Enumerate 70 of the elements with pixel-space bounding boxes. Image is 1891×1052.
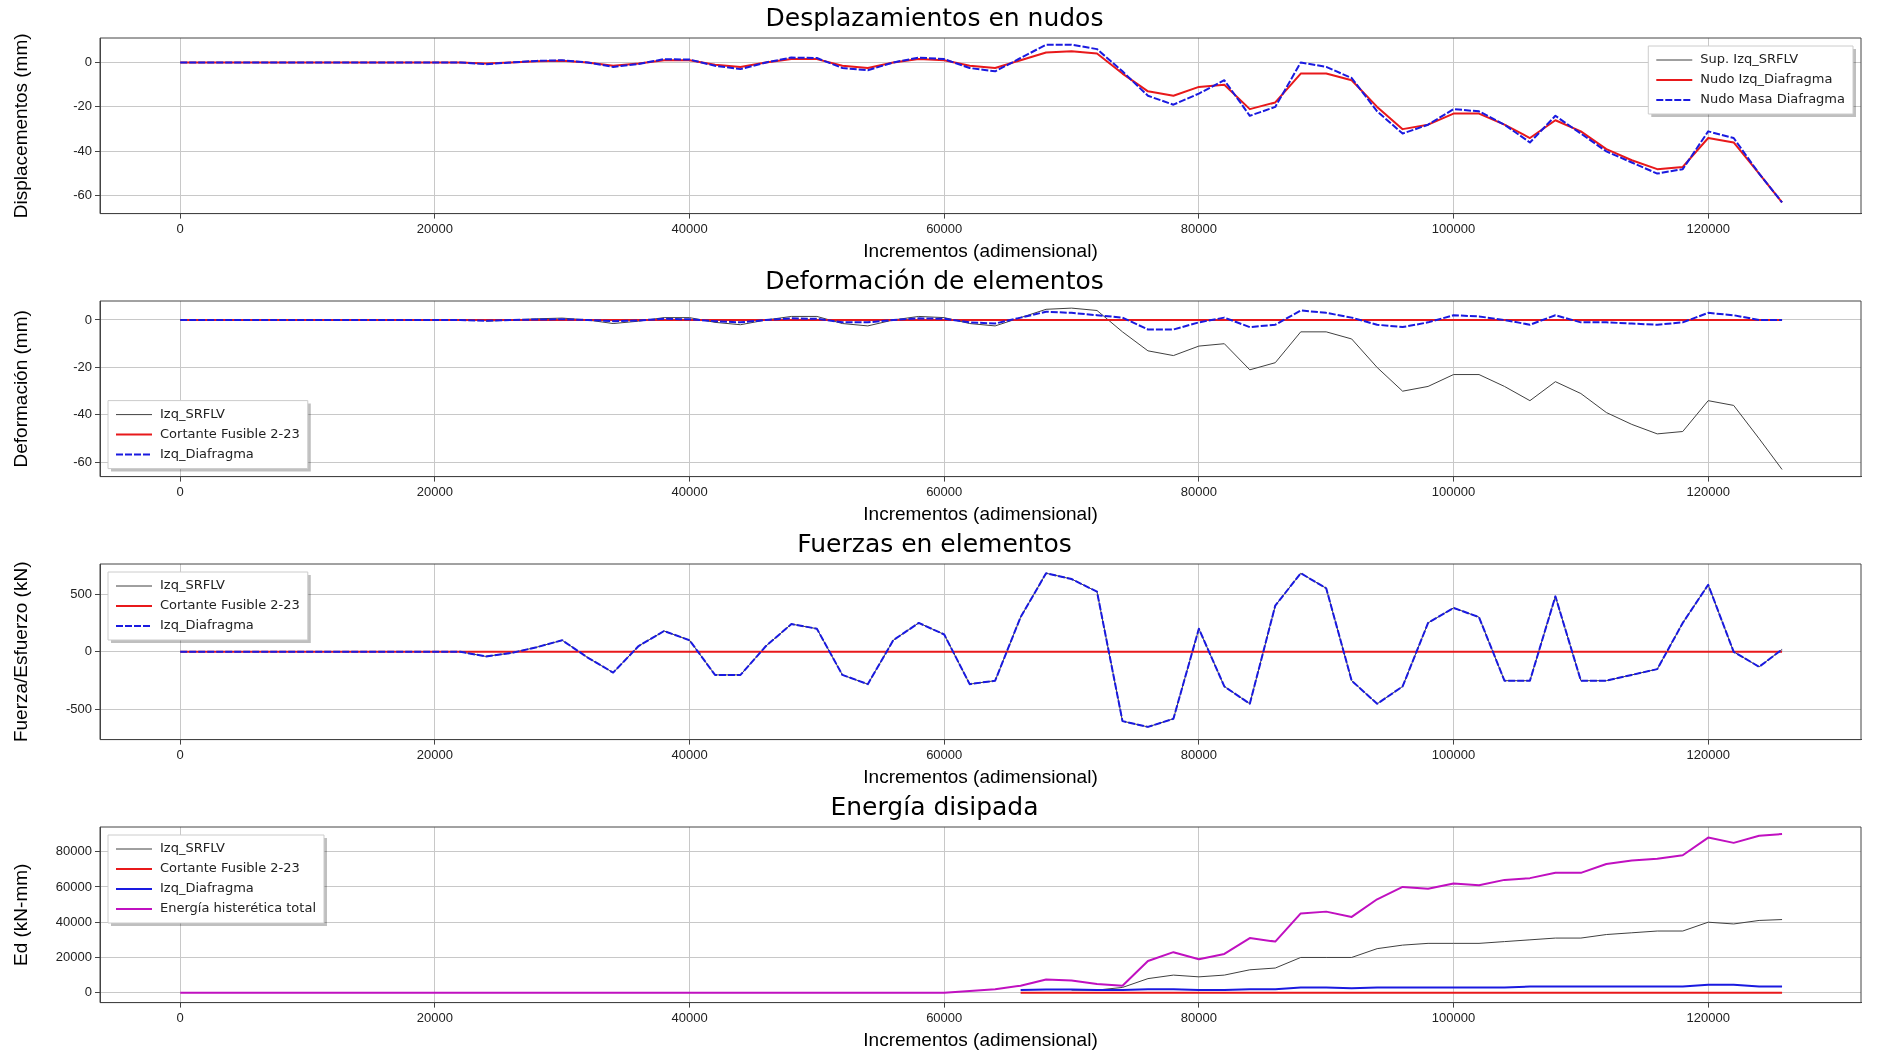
x-tick-label: 40000 bbox=[671, 220, 708, 236]
x-axis-title: Incrementos (adimensional) bbox=[863, 1028, 1098, 1050]
x-tick-label: 100000 bbox=[1431, 483, 1476, 499]
x-axis-title: Incrementos (adimensional) bbox=[863, 502, 1098, 524]
y-tick-label: 80000 bbox=[55, 843, 92, 859]
x-tick-label: 40000 bbox=[671, 1009, 708, 1025]
legend-label: Izq_Diafragma bbox=[160, 880, 254, 896]
chart-title: Energía disipada bbox=[830, 791, 1039, 821]
legend-label: Izq_SRFLV bbox=[160, 577, 225, 593]
x-axis-title: Incrementos (adimensional) bbox=[863, 765, 1098, 787]
legend-label: Izq_SRFLV bbox=[160, 840, 225, 856]
x-tick-label: 120000 bbox=[1686, 220, 1730, 236]
x-tick-label: 100000 bbox=[1431, 746, 1476, 762]
x-tick-label: 120000 bbox=[1686, 746, 1730, 762]
y-tick-label: 20000 bbox=[55, 949, 92, 965]
legend-label: Sup. Izq_SRFLV bbox=[1700, 51, 1799, 67]
y-tick-label: -60 bbox=[73, 187, 92, 203]
x-tick-label: 80000 bbox=[1180, 483, 1217, 499]
x-tick-label: 20000 bbox=[416, 1009, 453, 1025]
x-tick-label: 40000 bbox=[671, 483, 708, 499]
y-tick-label: 60000 bbox=[55, 878, 92, 894]
x-tick-label: 80000 bbox=[1180, 1009, 1217, 1025]
x-tick-label: 0 bbox=[176, 220, 184, 236]
y-tick-label: 0 bbox=[84, 54, 92, 70]
legend-label: Nudo Izq_Diafragma bbox=[1700, 71, 1833, 87]
y-tick-label: -500 bbox=[65, 701, 92, 717]
chart-title: Desplazamientos en nudos bbox=[765, 2, 1104, 32]
legend-label: Cortante Fusible 2-23 bbox=[160, 425, 300, 441]
legend-label: Cortante Fusible 2-23 bbox=[160, 597, 300, 613]
x-tick-label: 60000 bbox=[926, 1009, 963, 1025]
y-axis-title: Deformación (mm) bbox=[9, 310, 31, 468]
y-tick-label: 500 bbox=[70, 585, 92, 601]
x-tick-label: 40000 bbox=[671, 746, 708, 762]
y-tick-label: 0 bbox=[84, 643, 92, 659]
x-tick-label: 80000 bbox=[1180, 746, 1217, 762]
x-tick-label: 0 bbox=[176, 483, 184, 499]
x-tick-label: 20000 bbox=[416, 483, 453, 499]
legend-label: Cortante Fusible 2-23 bbox=[160, 860, 300, 876]
y-axis-title: Displacementos (mm) bbox=[9, 33, 31, 219]
chart-title: Deformación de elementos bbox=[765, 265, 1104, 295]
y-tick-label: 0 bbox=[84, 311, 92, 327]
y-tick-label: -40 bbox=[73, 406, 92, 422]
y-tick-label: 40000 bbox=[55, 913, 92, 929]
y-tick-label: 0 bbox=[84, 984, 92, 1000]
x-tick-label: 20000 bbox=[416, 746, 453, 762]
line-series bbox=[179, 309, 1784, 331]
y-tick-label: -60 bbox=[73, 453, 92, 469]
x-tick-label: 120000 bbox=[1686, 1009, 1730, 1025]
x-tick-label: 80000 bbox=[1180, 220, 1217, 236]
y-axis-title: Ed (kN-mm) bbox=[9, 863, 31, 966]
x-tick-label: 0 bbox=[176, 746, 184, 762]
x-tick-label: 20000 bbox=[416, 220, 453, 236]
legend-label: Energía histerética total bbox=[160, 900, 316, 916]
x-tick-label: 0 bbox=[176, 1009, 184, 1025]
x-tick-label: 60000 bbox=[926, 483, 963, 499]
legend-label: Nudo Masa Diafragma bbox=[1700, 91, 1845, 107]
legend-label: Izq_SRFLV bbox=[160, 405, 225, 421]
chart-title: Fuerzas en elementos bbox=[797, 528, 1072, 558]
x-axis-title: Incrementos (adimensional) bbox=[863, 239, 1098, 261]
x-tick-label: 100000 bbox=[1431, 220, 1476, 236]
x-tick-label: 100000 bbox=[1431, 1009, 1476, 1025]
y-tick-label: -20 bbox=[73, 359, 92, 375]
y-tick-label: -20 bbox=[73, 98, 92, 114]
x-tick-label: 120000 bbox=[1686, 483, 1730, 499]
legend-label: Izq_Diafragma bbox=[160, 617, 254, 633]
y-axis-title: Fuerza/Esfuerzo (kN) bbox=[9, 561, 31, 743]
y-tick-label: -40 bbox=[73, 142, 92, 158]
x-tick-label: 60000 bbox=[926, 746, 963, 762]
x-tick-label: 60000 bbox=[926, 220, 963, 236]
legend-label: Izq_Diafragma bbox=[160, 445, 254, 461]
